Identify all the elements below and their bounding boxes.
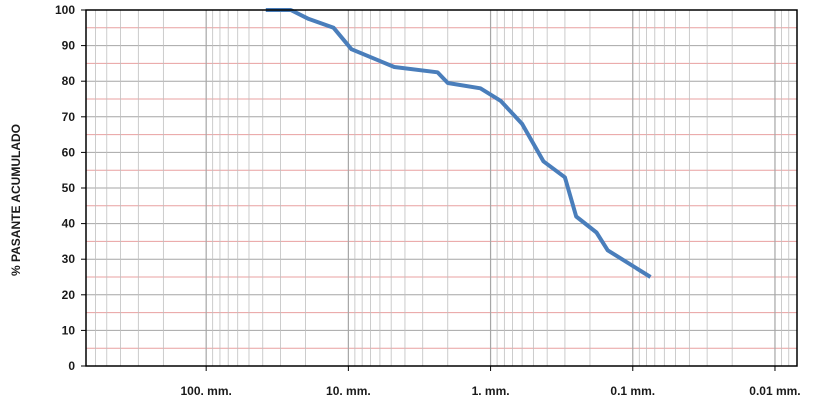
x-tick-label: 0.01 mm.	[749, 384, 800, 398]
y-tick-label: 10	[62, 323, 76, 337]
x-axis: 100. mm. 10. mm. 1. mm. 0.1 mm. 0.01 mm.	[180, 366, 800, 398]
grid	[86, 10, 797, 366]
y-axis: 0 10 20 30 40 50 60 70 80 90 100	[55, 3, 86, 373]
series-layer	[266, 10, 651, 277]
x-tick-label: 0.1 mm.	[610, 384, 655, 398]
y-tick-label: 20	[62, 288, 76, 302]
x-tick-label: 100. mm.	[180, 384, 231, 398]
x-tick-label: 1. mm.	[472, 384, 510, 398]
y-tick-label: 100	[55, 3, 75, 17]
y-tick-label: 80	[62, 74, 76, 88]
y-tick-label: 0	[68, 359, 75, 373]
series-line	[266, 10, 651, 277]
y-tick-label: 50	[62, 181, 76, 195]
y-tick-label: 60	[62, 145, 76, 159]
y-tick-label: 30	[62, 252, 76, 266]
y-tick-label: 70	[62, 110, 76, 124]
y-tick-label: 40	[62, 217, 76, 231]
y-axis-label: % PASANTE ACUMULADO	[9, 124, 23, 276]
x-tick-label: 10. mm.	[326, 384, 371, 398]
y-tick-label: 90	[62, 39, 76, 53]
